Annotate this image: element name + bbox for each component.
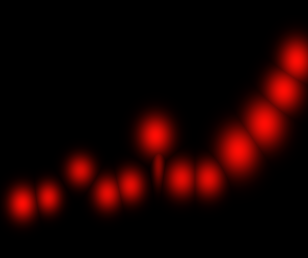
Text: 8: 8 xyxy=(185,1,195,15)
Text: 9: 9 xyxy=(211,1,221,15)
Text: 1: 1 xyxy=(12,1,22,15)
Text: 7: 7 xyxy=(160,1,170,15)
Text: 2: 2 xyxy=(37,1,47,15)
Text: 3: 3 xyxy=(61,1,71,15)
Text: 6: 6 xyxy=(135,1,145,15)
Text: 11: 11 xyxy=(260,1,279,15)
Text: 4: 4 xyxy=(86,1,96,15)
Text: 10: 10 xyxy=(234,1,253,15)
Text: 5: 5 xyxy=(111,1,120,15)
